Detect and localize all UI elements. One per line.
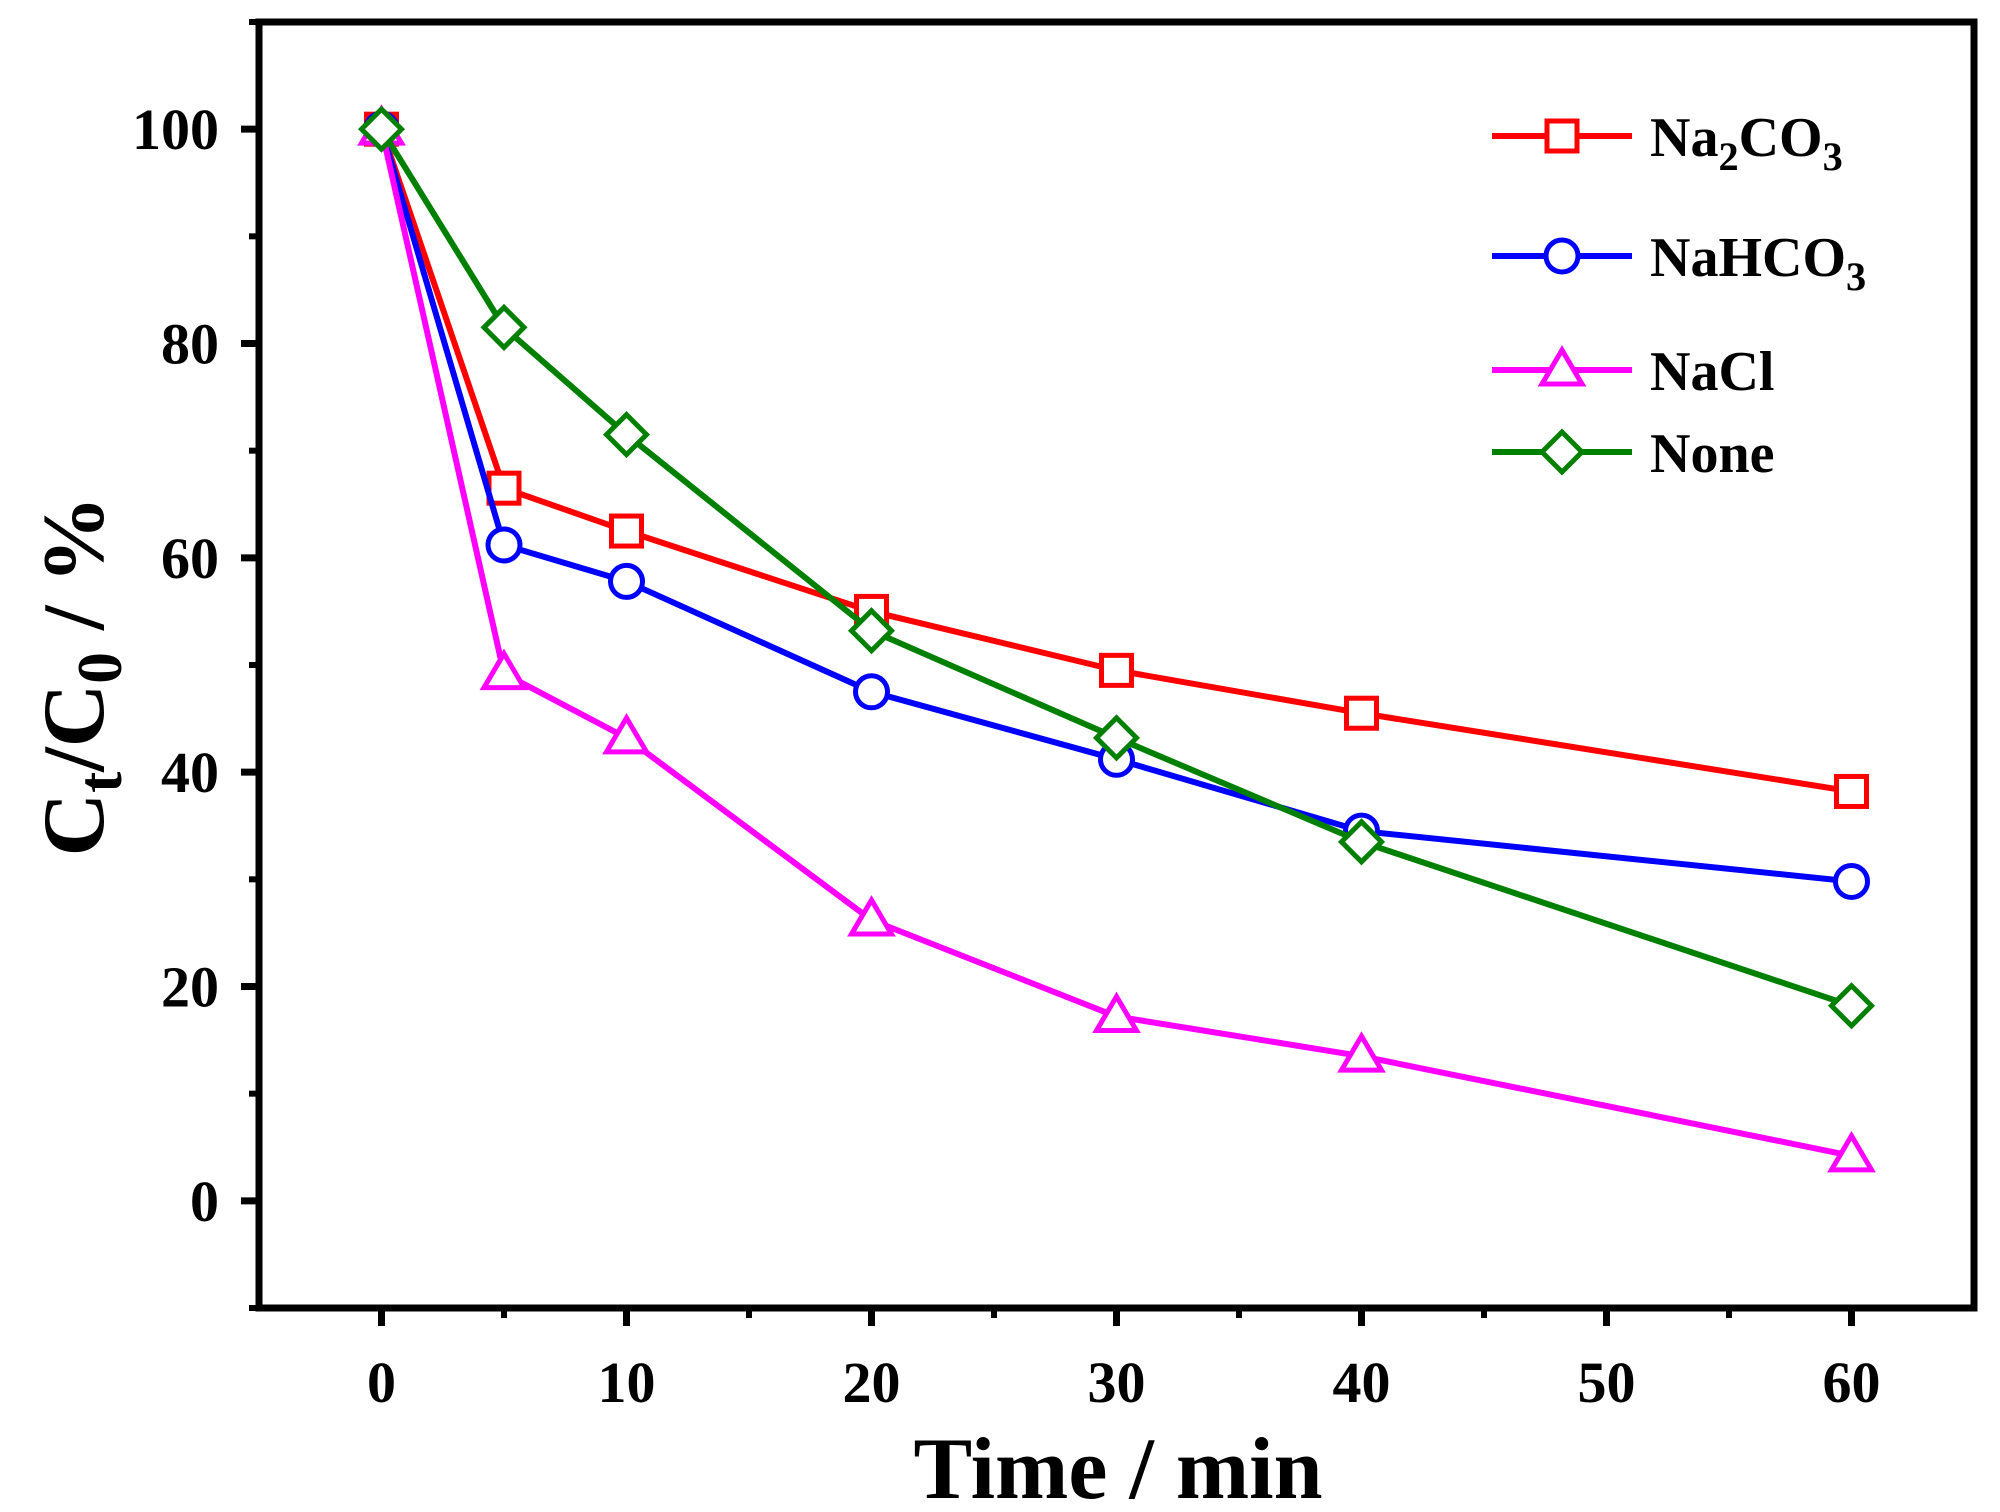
legend-marker-nahco3 [1543, 237, 1581, 275]
y-tick-label: 20 [161, 955, 219, 1020]
series-na2co3 [364, 111, 1869, 809]
y-ticks: 0 20 40 60 80 100 [132, 19, 259, 1311]
data-point-nacl [1092, 991, 1141, 1034]
legend-text: None [1650, 423, 1774, 485]
legend-label-nahco3: NaHCO3 [1650, 227, 1866, 299]
data-point-none [1827, 982, 1876, 1030]
series-line-na2co3 [378, 128, 1852, 795]
y-tick-label: 40 [161, 740, 219, 805]
data-point-nacl [1337, 1031, 1386, 1073]
x-tick-label: 60 [1823, 1350, 1881, 1415]
data-point-none [1092, 714, 1141, 762]
data-point-nacl [479, 648, 529, 691]
legend-text: NaHCO [1650, 227, 1846, 289]
x-tick-label: 0 [367, 1350, 396, 1415]
y-tick-label: 80 [161, 312, 219, 377]
legend-marker-none [1538, 428, 1586, 476]
y-title-main: C [26, 793, 123, 857]
data-point-nahco3 [853, 673, 890, 711]
data-point-nahco3 [608, 562, 645, 600]
data-point-na2co3 [486, 470, 522, 506]
series-line-none [378, 127, 1853, 1009]
y-title-sub1: t [65, 772, 135, 793]
series-layer [357, 104, 1876, 1173]
series-none [357, 105, 1876, 1030]
data-point-nacl [1827, 1130, 1876, 1173]
data-point-none [480, 303, 528, 351]
series-nacl [357, 104, 1876, 1173]
legend-text: CO [1739, 107, 1823, 169]
data-point-na2co3 [1099, 652, 1134, 688]
legend-entry-nacl: NaCl [1492, 341, 1774, 403]
x-axis-title: Time / min [913, 1421, 1322, 1512]
x-tick-label: 10 [598, 1350, 656, 1415]
legend-text: Na [1650, 107, 1718, 169]
legend-label-nacl: NaCl [1650, 341, 1774, 403]
data-point-nacl [602, 712, 651, 755]
legend-subscript: 3 [1846, 254, 1866, 299]
y-title-sub2: 0 [65, 652, 135, 684]
x-tick-label: 50 [1578, 1350, 1636, 1415]
data-point-na2co3 [1344, 695, 1379, 731]
legend-entry-na2co3: Na2CO3 [1492, 107, 1843, 179]
data-point-na2co3 [609, 513, 644, 549]
legend-subscript: 3 [1823, 134, 1843, 179]
x-ticks: 0 10 20 30 40 50 60 [367, 1308, 1881, 1415]
data-point-none [602, 411, 651, 459]
legend-text: NaCl [1650, 341, 1774, 403]
x-tick-label: 40 [1333, 1350, 1391, 1415]
legend-subscript: 2 [1718, 134, 1738, 179]
data-point-none [357, 105, 406, 153]
data-point-nahco3 [1833, 862, 1870, 900]
y-axis-title: Ct/C0 / % [26, 496, 135, 857]
legend-marker-nacl [1537, 345, 1587, 387]
legend-label-none: None [1650, 423, 1774, 485]
x-tick-label: 30 [1088, 1350, 1146, 1415]
data-point-none [847, 607, 896, 655]
y-tick-label: 0 [190, 1169, 219, 1234]
data-point-nahco3 [485, 526, 523, 564]
legend-marker-na2co3 [1544, 118, 1580, 154]
legend-entry-nahco3: NaHCO3 [1492, 227, 1866, 299]
y-tick-label: 60 [161, 526, 219, 591]
data-point-nacl [847, 895, 896, 937]
x-tick-label: 20 [843, 1350, 901, 1415]
legend-entry-none: None [1492, 423, 1774, 485]
data-point-na2co3 [1834, 773, 1869, 809]
y-tick-label: 100 [132, 97, 219, 162]
data-point-none [1337, 818, 1386, 866]
y-title-slash: /C [26, 684, 123, 773]
y-title-unit: / % [26, 496, 123, 652]
series-nahco3 [363, 110, 1870, 900]
legend-label-na2co3: Na2CO3 [1650, 107, 1843, 179]
